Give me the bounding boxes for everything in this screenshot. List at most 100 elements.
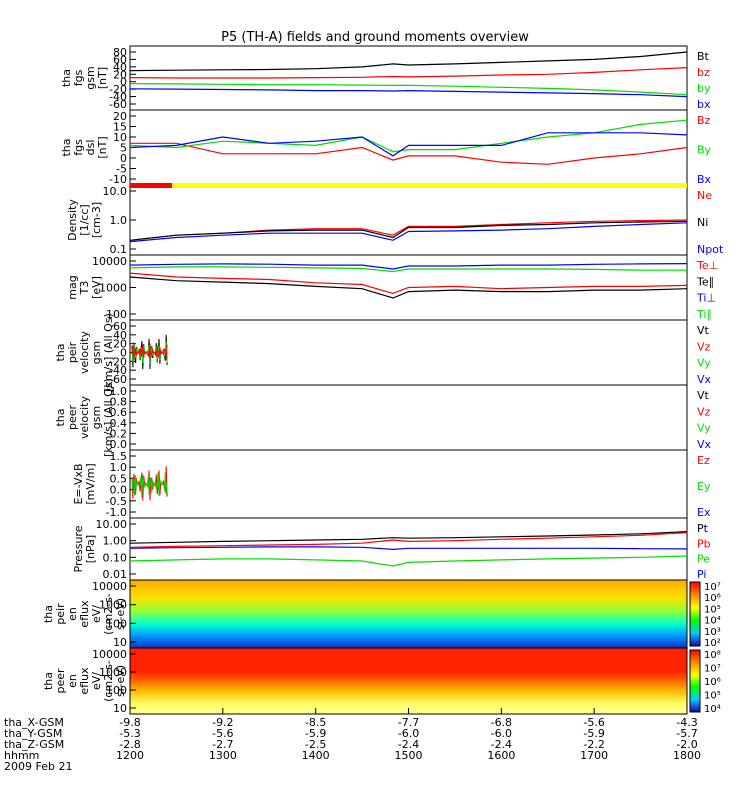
temp-series-Te⊥ <box>129 272 688 295</box>
pressure-legend-1: Pb <box>697 537 711 550</box>
pressure-ytick-label: 10.00 <box>96 518 128 531</box>
fgs-gsm-ytick-label: 20 <box>113 68 127 81</box>
temp-series-Ti∥ <box>129 266 687 273</box>
time-row-value: -2.4 <box>491 738 512 751</box>
peer-vel-ytick-label: 0.4 <box>110 417 128 430</box>
fgs-gsm-ytick-label: -60 <box>109 98 127 111</box>
density-ylabel-line: Density <box>66 199 79 241</box>
efield-burst-ey <box>131 472 168 498</box>
time-row-value: -6.0 <box>491 727 512 740</box>
pressure-ylabel: Pressure [nPa] <box>72 525 97 572</box>
peer-vel-ylabel-line: velocity <box>78 396 91 439</box>
peer-vel-legend-1: Vz <box>697 405 711 418</box>
peir-spec-ylabel-line: tha <box>42 605 55 623</box>
fgs-gsm-ytick-label: 80 <box>113 46 127 59</box>
peir-vel-ylabel: tha peir velocity gsm [km/s] (All Qs) <box>54 313 115 392</box>
peir-spec-colorbar-label: 10⁵ <box>704 604 721 615</box>
time-row-value: -7.7 <box>398 716 419 729</box>
peir-vel-ytick-label: 20 <box>113 338 127 351</box>
density-ylabel-line: [cm-3] <box>90 202 103 238</box>
density-ytick-label: 0.1 <box>110 243 128 256</box>
pressure-ylabel-line: Pressure <box>72 525 85 572</box>
peir-spec-colorbar-label: 10⁷ <box>704 582 721 593</box>
temp-series-Ti⊥ <box>129 263 688 270</box>
peir-vel-legend-2: Vy <box>697 357 711 370</box>
date-label: 2009 Feb 21 <box>4 760 72 773</box>
peer-vel-ylabel-line: [km/s] (All Qs) <box>102 378 115 457</box>
figure-title: P5 (TH-A) fields and ground moments over… <box>221 30 529 45</box>
peir-vel-ytick-label: 60 <box>113 320 127 333</box>
density-legend-2: Npot <box>697 243 724 256</box>
fgs-dsl-ylabel-line: fgs <box>72 139 85 156</box>
peer-vel-ylabel-line: peer <box>66 405 79 431</box>
peir-spec-spectrogram <box>130 580 687 648</box>
efield-frame <box>129 449 688 519</box>
peer-spec-ylabel-line: sr-eV) <box>114 665 127 697</box>
pressure-series-Pe <box>129 555 688 567</box>
pressure-series-Pi <box>129 546 688 551</box>
fgs-dsl-ytick-label: -10 <box>109 173 127 186</box>
peer-vel-frame <box>129 384 688 451</box>
peer-vel-legend-0: Vt <box>697 389 710 402</box>
fgs-gsm-ylabel-line: gsm <box>84 66 97 89</box>
peer-spec-colorbar-label: 10⁷ <box>704 664 721 675</box>
fgs-gsm-ylabel-line: tha <box>60 69 73 87</box>
fgs-gsm-ylabel: tha fgs gsm [nT] <box>60 66 109 89</box>
fgs-gsm-series-Bt <box>129 51 688 72</box>
efield-ytick-label: -0.5 <box>106 495 127 508</box>
efield-ytick-label: 0.5 <box>110 472 128 485</box>
fgs-dsl-ylabel: tha fgs dsl [nT] <box>60 136 109 158</box>
fgs-dsl-legend-2: Bx <box>697 173 712 186</box>
fgs-dsl-ylabel-line: tha <box>60 138 73 156</box>
peer-spec-colorbar-label: 10⁶ <box>704 677 721 688</box>
fgs-gsm-legend-3: bx <box>697 98 711 111</box>
time-row-value: 1300 <box>209 749 237 762</box>
time-row-value: -5.6 <box>583 716 604 729</box>
peer-vel-ylabel-line: tha <box>54 408 67 426</box>
fgs-dsl-ytick-label: 15 <box>113 121 127 134</box>
mode-bar-red <box>130 183 172 188</box>
fgs-gsm-ytick-label: 60 <box>113 53 127 66</box>
peer-spec-ytick-label: 10000 <box>92 648 127 661</box>
fgs-dsl-ylabel-line: [nT] <box>96 136 109 158</box>
pressure-ytick-label: 0.10 <box>103 551 128 564</box>
peer-spec-ylabel-line: en <box>66 674 79 688</box>
time-row-value: -5.7 <box>676 727 697 740</box>
efield-legend-0: Ez <box>697 454 710 467</box>
time-row-value: -9.2 <box>212 716 233 729</box>
peir-vel-ylabel-line: gsm <box>90 341 103 364</box>
time-row-value: -2.2 <box>583 738 604 751</box>
peir-vel-ylabel-line: tha <box>54 343 67 361</box>
fgs-gsm-series-bz <box>129 67 688 79</box>
peir-spec-ylabel-line: (cm2-s- <box>102 593 115 635</box>
time-row-value: -4.3 <box>676 716 697 729</box>
pressure-series-Pt <box>129 531 688 544</box>
peer-vel-legend-3: Vx <box>697 438 712 451</box>
time-row-value: -8.5 <box>305 716 326 729</box>
mode-bar <box>130 183 687 188</box>
temp-legend-1: Te∥ <box>696 275 714 288</box>
peer-vel-ylabel-line: gsm <box>90 406 103 429</box>
efield-ylabel: E=-VxB [mV/m] <box>72 463 97 504</box>
fgs-dsl-legend-1: By <box>697 144 712 157</box>
peir-spec-ylabel: tha peir en eflux eV/(cm2-s-sr-eV) <box>42 593 127 635</box>
fgs-gsm-ytick-label: 0 <box>120 76 127 89</box>
peer-vel-ylabel: tha peer velocity gsm [km/s] (All Qs) <box>54 378 115 457</box>
fgs-gsm-series-by <box>129 83 688 96</box>
time-row-value: -2.0 <box>676 738 697 751</box>
density-legend-1: Ni <box>697 216 708 229</box>
peer-spec-ytick-label: 100 <box>106 684 127 697</box>
peer-spec-ytick-label: 10 <box>113 702 127 715</box>
peir-vel-ytick-label: 0 <box>120 347 127 360</box>
fgs-dsl-ylabel-line: dsl <box>84 140 97 156</box>
fgs-gsm-ylabel-line: [nT] <box>96 67 109 89</box>
time-row-value: -5.6 <box>212 727 233 740</box>
peir-vel-ylabel-line: velocity <box>78 331 91 374</box>
temp-ylabel-line: T3 <box>78 281 91 296</box>
peir-vel-ytick-label: -40 <box>109 364 127 377</box>
peir-spec-ylabel-line: en <box>66 607 79 621</box>
time-row-label-tha_X-GSM: tha_X-GSM <box>4 716 64 729</box>
temp-legend-3: Ti∥ <box>696 308 712 321</box>
